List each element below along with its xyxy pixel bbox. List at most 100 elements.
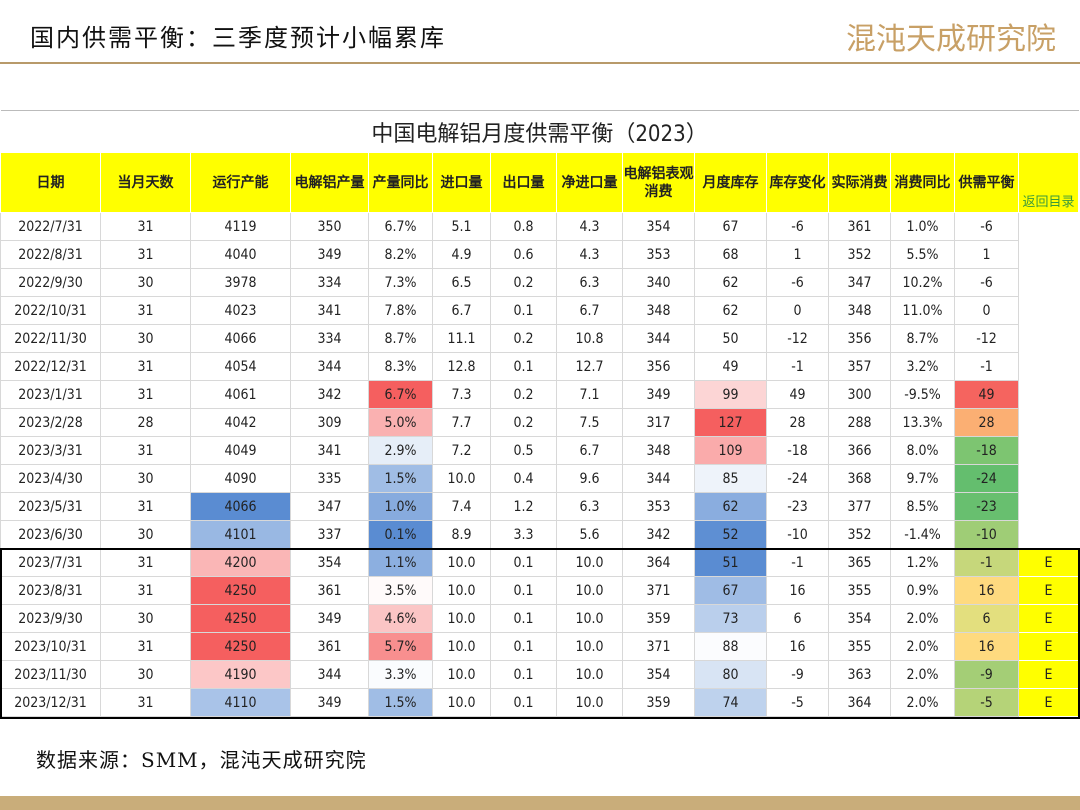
table-cell: 349: [622, 380, 695, 409]
table-cell: 348: [622, 436, 695, 465]
empty-cell: [1017, 212, 1080, 241]
table-cell: -6: [954, 212, 1019, 241]
table-cell: 74: [694, 688, 767, 717]
table-cell: 10.0: [432, 464, 491, 493]
table-cell: 6.7: [556, 436, 623, 465]
table-cell: 2.0%: [890, 604, 955, 633]
table-cell: 4250: [190, 576, 291, 605]
nav-link[interactable]: 返回目录: [1017, 152, 1080, 213]
table-cell: 0.2: [490, 268, 557, 297]
column-header: 消费同比: [890, 152, 955, 213]
table-cell: 10.0: [556, 660, 623, 689]
table-cell: 8.9: [432, 520, 491, 549]
table-cell: 31: [100, 436, 191, 465]
table-cell: -24: [766, 464, 829, 493]
table-cell: 0.1: [490, 576, 557, 605]
table-cell: 16: [954, 576, 1019, 605]
table-cell: 2023/11/30: [0, 660, 101, 689]
table-cell: 344: [622, 324, 695, 353]
table-cell: 334: [290, 324, 369, 353]
table-cell: 7.3: [432, 380, 491, 409]
table-cell: 349: [290, 240, 369, 269]
table-cell: 2023/7/31: [0, 548, 101, 577]
table-cell: 2023/12/31: [0, 688, 101, 717]
table-cell: 109: [694, 436, 767, 465]
source-note: 数据来源：SMM，混沌天成研究院: [36, 748, 367, 772]
table-cell: 1: [954, 240, 1019, 269]
data-row: 2022/11/30 30 4066 334 8.7% 11.1 0.2 10.8 344 50-…: [0, 324, 1080, 353]
table-cell: 0.2: [490, 380, 557, 409]
table-cell: 3.3: [490, 520, 557, 549]
table-cell: -9.5%: [890, 380, 955, 409]
table-cell: -1.4%: [890, 520, 955, 549]
table-cell: 10.8: [556, 324, 623, 353]
table-cell: 31: [100, 212, 191, 241]
table-cell: 354: [828, 604, 891, 633]
table-cell: 49: [694, 352, 767, 381]
table-cell: 2023/1/31: [0, 380, 101, 409]
table-cell: 8.2%: [368, 240, 433, 269]
table-cell: 6: [766, 604, 829, 633]
table-cell: 1.0%: [368, 492, 433, 521]
table-cell: 4090: [190, 464, 291, 493]
table-cell: 3.3%: [368, 660, 433, 689]
table-cell: 10.0: [556, 688, 623, 717]
table-cell: 4040: [190, 240, 291, 269]
table-cell: 4061: [190, 380, 291, 409]
table-cell: 1.5%: [368, 464, 433, 493]
column-header: 产量同比: [368, 152, 433, 213]
table-cell: 0: [766, 296, 829, 325]
table-cell: 4190: [190, 660, 291, 689]
estimate-flag: E: [1017, 576, 1080, 605]
table-cell: 4.6%: [368, 604, 433, 633]
supply-demand-table: 中国电解铝月度供需平衡（2023） 日期 当月天数 运行产能 电解铝产量 产量同比 进口量…: [0, 110, 1080, 717]
column-header: 供需平衡: [954, 152, 1019, 213]
table-cell: 7.5: [556, 408, 623, 437]
table-cell: 127: [694, 408, 767, 437]
table-cell: 2023/6/30: [0, 520, 101, 549]
column-header: 日期: [0, 152, 101, 213]
table-cell: 0: [954, 296, 1019, 325]
column-header: 实际消费: [828, 152, 891, 213]
estimate-flag: E: [1017, 688, 1080, 717]
table-cell: 0.8: [490, 212, 557, 241]
table-cell: 31: [100, 548, 191, 577]
column-header: 电解铝产量: [290, 152, 369, 213]
table-cell: 0.1%: [368, 520, 433, 549]
table-cell: 4042: [190, 408, 291, 437]
table-cell: 361: [290, 576, 369, 605]
table-cell: -18: [954, 436, 1019, 465]
table-title: 中国电解铝月度供需平衡（2023）: [0, 110, 1079, 153]
table-cell: 31: [100, 492, 191, 521]
table-cell: 356: [828, 324, 891, 353]
table-cell: 0.5: [490, 436, 557, 465]
page-title: 国内供需平衡：三季度预计小幅累库: [30, 24, 446, 52]
table-cell: 352: [828, 240, 891, 269]
table-cell: 2.0%: [890, 660, 955, 689]
table-cell: 10.0: [432, 660, 491, 689]
table-cell: 352: [828, 520, 891, 549]
table-cell: 4.3: [556, 212, 623, 241]
table-cell: 3.5%: [368, 576, 433, 605]
data-row: 2023/9/30 30 4250 349 4.6% 10.0 0.1 10.0 359 73 6 3…: [0, 604, 1080, 633]
table-cell: 366: [828, 436, 891, 465]
table-cell: 0.1: [490, 548, 557, 577]
table-cell: -1: [954, 352, 1019, 381]
table-cell: 371: [622, 632, 695, 661]
table-cell: 354: [290, 548, 369, 577]
table-cell: 5.5%: [890, 240, 955, 269]
table-cell: 2.9%: [368, 436, 433, 465]
table-cell: 6.7: [432, 296, 491, 325]
table-cell: 7.2: [432, 436, 491, 465]
table-cell: 361: [290, 632, 369, 661]
estimate-flag: E: [1017, 604, 1080, 633]
table-cell: 9.7%: [890, 464, 955, 493]
table-cell: 349: [290, 688, 369, 717]
table-cell: 4066: [190, 324, 291, 353]
table-cell: 7.4: [432, 492, 491, 521]
table-cell: 350: [290, 212, 369, 241]
table-cell: 10.0: [556, 604, 623, 633]
table-cell: 10.0: [432, 688, 491, 717]
table-cell: -6: [766, 212, 829, 241]
table-cell: 309: [290, 408, 369, 437]
